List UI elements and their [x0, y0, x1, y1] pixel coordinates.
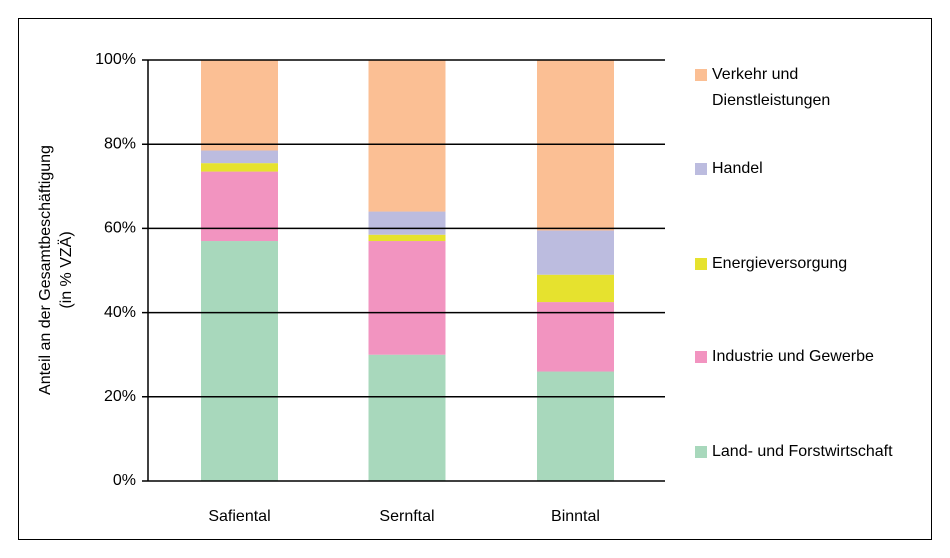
- bar-segment: [201, 150, 278, 164]
- bar-segment: [201, 171, 278, 242]
- bar-segment: [537, 60, 614, 231]
- bar-segment: [537, 302, 614, 372]
- y-axis-label: Anteil an der Gesamtbeschäftigung: [37, 145, 54, 395]
- legend-swatch: [695, 446, 707, 458]
- legend-label: Handel: [712, 160, 763, 177]
- legend-label: Land- und Forstwirtschaft: [712, 443, 893, 460]
- bar-segment: [201, 163, 278, 172]
- bar-segment: [368, 234, 446, 242]
- y-tick-label: 0%: [113, 472, 136, 489]
- y-axis-label: (in % VZÄ): [57, 231, 75, 308]
- bar-segment: [368, 211, 446, 235]
- legend-label: Energieversorgung: [712, 255, 848, 272]
- bar-segment: [537, 274, 614, 303]
- bar-segment: [537, 371, 614, 481]
- legend-swatch: [695, 163, 707, 175]
- legend-swatch: [695, 69, 707, 81]
- y-tick-label: 100%: [95, 51, 136, 68]
- y-tick-label: 20%: [104, 388, 136, 405]
- bar-segment: [537, 230, 614, 275]
- legend-swatch: [695, 258, 707, 270]
- bar-segment: [368, 354, 446, 481]
- bar-segment: [201, 241, 278, 481]
- frame: [18, 18, 932, 540]
- bar-segment: [201, 60, 278, 151]
- x-tick-label: Binntal: [551, 508, 600, 525]
- x-tick-label: Safiental: [208, 508, 270, 525]
- x-tick-label: Sernftal: [379, 508, 434, 525]
- y-tick-label: 40%: [104, 304, 136, 321]
- y-tick-label: 80%: [104, 135, 136, 152]
- y-tick-label: 60%: [104, 220, 136, 237]
- bar-segment: [368, 60, 446, 212]
- legend-swatch: [695, 351, 707, 363]
- legend-label: Verkehr und Dienstleistungen: [712, 66, 831, 109]
- bar-segment: [368, 241, 446, 355]
- legend-label: Industrie und Gewerbe: [712, 348, 874, 365]
